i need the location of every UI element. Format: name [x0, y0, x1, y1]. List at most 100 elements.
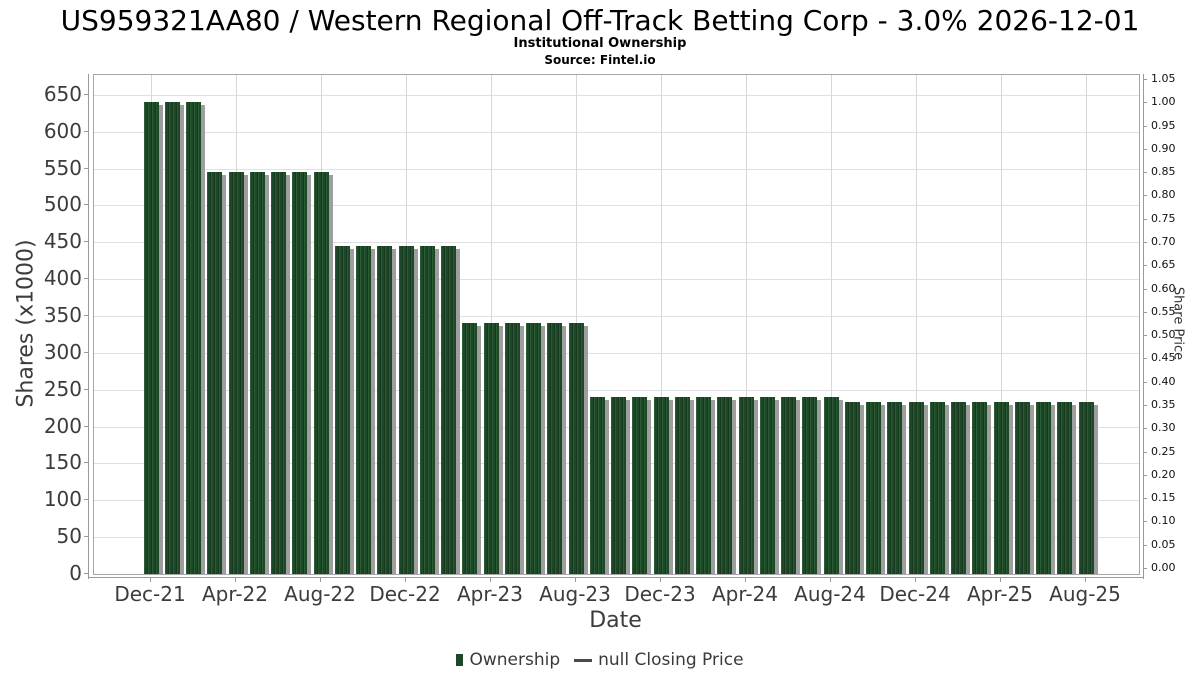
gridline-horizontal — [94, 279, 1139, 281]
ownership-bar[interactable] — [441, 246, 456, 574]
ownership-bar[interactable] — [951, 401, 966, 574]
y-axis-tick — [84, 462, 89, 464]
y-axis-tick-label: 400 — [43, 266, 82, 291]
bar-swatch-icon — [456, 654, 464, 666]
ownership-bar[interactable] — [207, 172, 223, 574]
ownership-bar[interactable] — [589, 397, 605, 574]
y2-axis-tick-label: 0.55 — [1151, 304, 1176, 318]
y2-axis-tick-label: 0.95 — [1151, 118, 1176, 132]
ownership-bar[interactable] — [143, 102, 159, 574]
y2-axis-tick-label: 0.50 — [1151, 328, 1176, 342]
ownership-bar[interactable] — [1078, 401, 1094, 574]
ownership-bar[interactable] — [292, 172, 308, 574]
ownership-bar[interactable] — [929, 401, 945, 574]
gridline-vertical — [1086, 75, 1087, 574]
ownership-bar[interactable] — [271, 172, 286, 574]
legend-item-ownership[interactable]: Ownership — [456, 650, 560, 670]
y-axis-tick — [84, 204, 89, 206]
ownership-bar[interactable] — [887, 401, 903, 574]
y2-axis-tick — [1143, 498, 1147, 500]
y-axis-tick — [84, 167, 89, 169]
y-axis-tick-label: 50 — [56, 524, 82, 549]
ownership-bar[interactable] — [526, 323, 541, 574]
y2-axis-tick — [1143, 358, 1147, 360]
y2-axis-tick-label: 1.00 — [1151, 95, 1176, 109]
y-axis-tick — [84, 573, 89, 574]
ownership-bar[interactable] — [696, 397, 711, 574]
gridline-horizontal — [94, 94, 1139, 96]
ownership-bar[interactable] — [504, 323, 520, 574]
gridline-vertical — [661, 75, 662, 574]
gridline-vertical — [746, 75, 747, 574]
y-axis-tick — [84, 315, 89, 317]
ownership-bar[interactable] — [993, 401, 1009, 574]
ownership-bar[interactable] — [908, 401, 924, 574]
y2-axis-tick — [1143, 102, 1147, 104]
y-axis-tick-label: 100 — [43, 487, 82, 512]
ownership-bar[interactable] — [653, 397, 669, 574]
ownership-bar[interactable] — [249, 172, 265, 574]
ownership-bar[interactable] — [611, 397, 626, 574]
ownership-bar[interactable] — [738, 397, 754, 574]
line-swatch-icon — [574, 658, 593, 662]
gridline-vertical — [916, 75, 917, 574]
y-axis-tick-label: 150 — [43, 450, 82, 475]
ownership-bar[interactable] — [972, 401, 988, 574]
ownership-bar[interactable] — [228, 172, 244, 574]
y2-axis-tick — [1143, 218, 1147, 220]
gridline-horizontal — [94, 205, 1139, 207]
ownership-bar[interactable] — [334, 246, 350, 574]
ownership-bar[interactable] — [483, 323, 499, 574]
x-axis-tick — [320, 577, 321, 582]
x-axis-tick-label: Apr-23 — [457, 582, 523, 606]
ownership-bar[interactable] — [547, 323, 563, 574]
y2-axis-tick-label: 0.40 — [1151, 374, 1176, 388]
y2-axis-tick — [1143, 544, 1147, 546]
ownership-bar[interactable] — [717, 397, 733, 574]
y2-axis-tick — [1143, 335, 1147, 337]
ownership-bar[interactable] — [674, 397, 690, 574]
ownership-bar[interactable] — [164, 102, 180, 574]
y2-axis-tick-label: 0.85 — [1151, 165, 1176, 179]
y-axis-tick-label: 550 — [43, 155, 82, 180]
y-axis-tick — [84, 536, 89, 538]
chart-title: US959321AA80 / Western Regional Off-Trac… — [60, 4, 1140, 37]
x-axis-tick — [490, 577, 491, 582]
legend-item-closing-price[interactable]: null Closing Price — [574, 650, 744, 670]
ownership-bar[interactable] — [398, 246, 414, 574]
y-axis-tick-label: 600 — [43, 118, 82, 143]
y2-axis-tick-label: 0.20 — [1151, 467, 1176, 481]
y2-axis-tick — [1143, 428, 1147, 430]
y-axis-tick — [84, 130, 89, 132]
y-axis-label-right: Share Price — [1170, 286, 1186, 361]
ownership-bar[interactable] — [462, 323, 478, 574]
x-axis-tick — [1085, 577, 1086, 582]
ownership-bar[interactable] — [377, 246, 393, 574]
ownership-bar[interactable] — [1014, 401, 1030, 574]
y2-axis-tick-label: 0.00 — [1151, 561, 1176, 574]
ownership-bar[interactable] — [1057, 401, 1073, 574]
ownership-bar[interactable] — [844, 401, 860, 574]
ownership-bar[interactable] — [419, 246, 435, 574]
chart-subtitle: Institutional Ownership — [513, 36, 687, 51]
y-axis-tick-label: 500 — [43, 192, 82, 217]
ownership-bar[interactable] — [186, 102, 201, 574]
y-axis-tick-label: 450 — [43, 229, 82, 254]
ownership-bar[interactable] — [568, 323, 584, 574]
y-axis-tick — [84, 93, 89, 95]
ownership-bar[interactable] — [823, 397, 839, 574]
x-axis-tick-label: Aug-23 — [539, 582, 611, 606]
ownership-bar[interactable] — [1036, 401, 1051, 574]
ownership-bar[interactable] — [866, 401, 881, 574]
ownership-bar[interactable] — [759, 397, 775, 574]
ownership-bar[interactable] — [313, 172, 329, 574]
left-axis-line — [88, 74, 89, 579]
ownership-bar[interactable] — [632, 397, 648, 574]
ownership-bar[interactable] — [781, 397, 796, 574]
x-axis-tick-label: Apr-25 — [967, 582, 1033, 606]
bottom-axis-line — [88, 577, 1144, 578]
y2-axis-tick — [1143, 311, 1147, 313]
ownership-bar[interactable] — [802, 397, 818, 574]
gridline-horizontal — [94, 316, 1139, 318]
ownership-bar[interactable] — [356, 246, 371, 574]
